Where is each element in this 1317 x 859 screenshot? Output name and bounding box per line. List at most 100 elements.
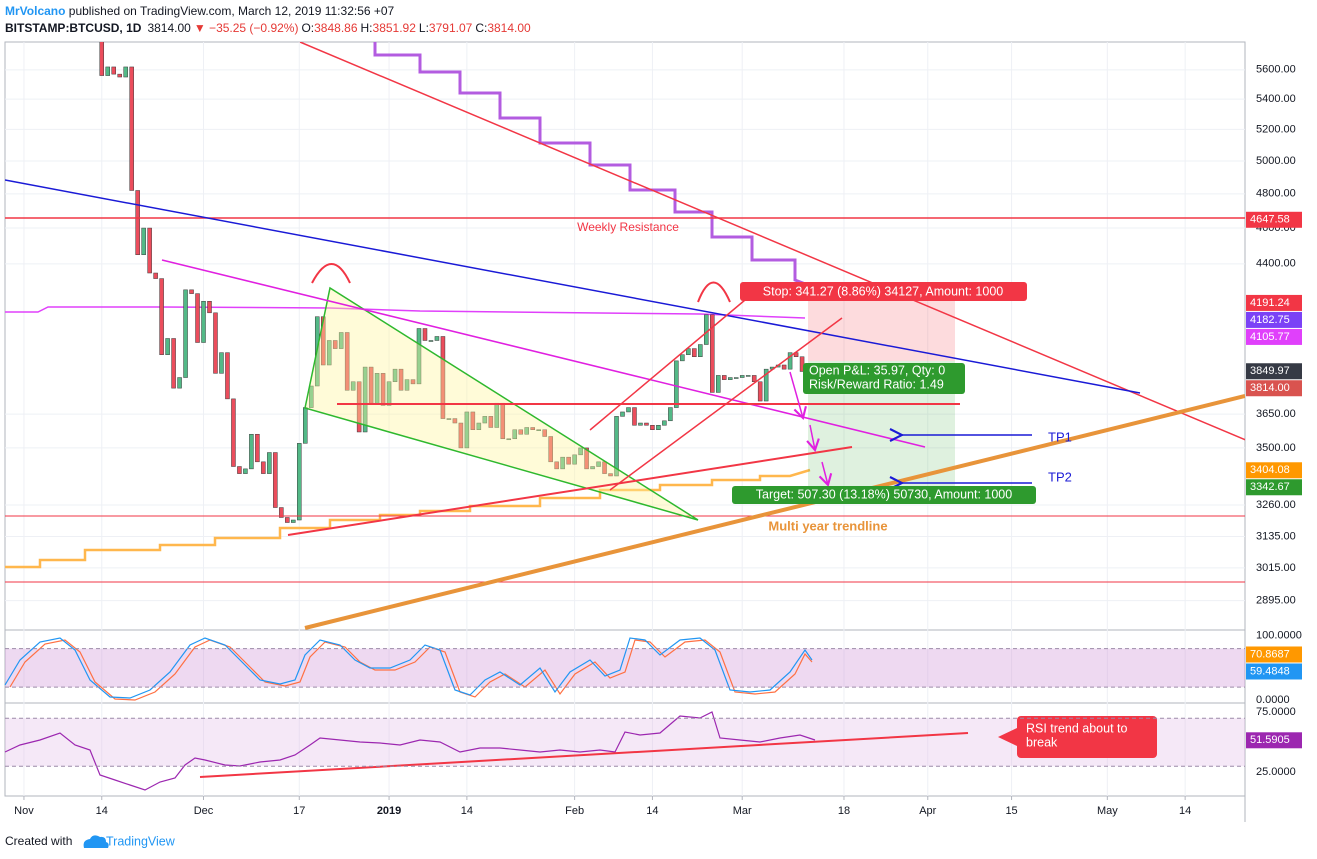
candle bbox=[518, 429, 523, 435]
candle bbox=[362, 366, 368, 433]
x-tick-label: 14 bbox=[646, 805, 658, 817]
candle bbox=[285, 517, 290, 523]
ohlc-value: 3814.00 bbox=[487, 21, 531, 35]
top-arc bbox=[311, 263, 351, 284]
x-tick-label: 2019 bbox=[377, 805, 401, 817]
candle bbox=[704, 314, 709, 345]
price-tag bbox=[1246, 479, 1302, 496]
path-arrow bbox=[789, 371, 807, 421]
candle bbox=[135, 190, 140, 255]
author: MrVolcano bbox=[5, 4, 65, 18]
candle bbox=[608, 473, 613, 477]
y-tick-label: 5200.00 bbox=[1256, 123, 1296, 135]
drawings bbox=[5, 42, 1245, 630]
candle bbox=[560, 456, 565, 470]
candle bbox=[650, 425, 655, 430]
candle bbox=[326, 340, 332, 366]
last-price: 3814.00 bbox=[147, 21, 191, 35]
price-tag-label: 3814.00 bbox=[1250, 382, 1290, 394]
channel-line bbox=[609, 317, 843, 491]
candle bbox=[386, 381, 392, 406]
ohlc-value: 3848.86 bbox=[314, 21, 358, 35]
candle bbox=[117, 73, 122, 78]
candle bbox=[745, 375, 751, 377]
candle bbox=[338, 332, 344, 349]
candle bbox=[344, 332, 350, 391]
rr-label: Risk/Reward Ratio: 1.49 bbox=[809, 377, 944, 391]
x-tick-label: Nov bbox=[14, 805, 34, 817]
candle bbox=[626, 407, 631, 413]
candle bbox=[147, 227, 152, 274]
support-line bbox=[287, 446, 853, 536]
candle bbox=[751, 375, 757, 383]
symbol-line: BITSTAMP:BTCUSD, 1D 3814.00 ▼ −35.25 (−0.9… bbox=[5, 21, 531, 35]
ohlc-label: C: bbox=[475, 21, 487, 35]
candle bbox=[165, 338, 170, 355]
annotation: Multi year trendline bbox=[768, 518, 887, 533]
price-tag bbox=[1246, 311, 1302, 328]
candle bbox=[356, 381, 362, 433]
callout-text: RSI trend about to bbox=[1026, 721, 1128, 735]
candle bbox=[141, 227, 146, 255]
top-arc bbox=[697, 281, 731, 303]
candle bbox=[320, 316, 326, 366]
candle bbox=[452, 418, 458, 424]
path-arrow bbox=[806, 424, 820, 453]
ohlc-label: O: bbox=[301, 21, 314, 35]
candle bbox=[506, 438, 512, 441]
candle bbox=[781, 364, 787, 370]
candle bbox=[614, 416, 619, 477]
price-tag-label: 51.5905 bbox=[1250, 734, 1290, 746]
candle bbox=[638, 422, 643, 426]
baseline-line bbox=[5, 468, 811, 569]
candle bbox=[512, 429, 518, 440]
price-tag-label: 4182.75 bbox=[1250, 314, 1290, 326]
y-tick-label: 3135.00 bbox=[1256, 530, 1296, 542]
price-tag bbox=[1246, 294, 1302, 311]
annotation: Weekly Resistance bbox=[577, 220, 679, 234]
x-tick-label: 14 bbox=[96, 805, 108, 817]
candle bbox=[620, 411, 625, 417]
candle bbox=[261, 461, 266, 474]
candle bbox=[279, 507, 284, 518]
candle bbox=[105, 66, 110, 76]
y-tick-label: 75.0000 bbox=[1256, 706, 1296, 718]
candle bbox=[578, 447, 583, 456]
callout-box bbox=[1017, 716, 1157, 758]
y-tick-label: 2895.00 bbox=[1256, 594, 1296, 606]
published: published on TradingView.com, March 12, … bbox=[65, 4, 394, 18]
rsi-trendline bbox=[199, 732, 969, 778]
candle bbox=[632, 407, 637, 426]
candle bbox=[177, 377, 182, 389]
stop-label: Stop: 341.27 (8.86%) 34127, Amount: 1000 bbox=[763, 284, 1004, 298]
candle bbox=[225, 352, 230, 400]
candles bbox=[99, 42, 811, 523]
candle bbox=[727, 377, 733, 380]
price-tag-label: 59.4848 bbox=[1250, 665, 1290, 677]
candle bbox=[99, 42, 105, 76]
candle bbox=[668, 407, 673, 422]
price-tag bbox=[1246, 328, 1302, 345]
candle bbox=[476, 422, 482, 430]
candle bbox=[237, 466, 242, 474]
candle bbox=[267, 452, 272, 474]
pl-box bbox=[803, 363, 965, 394]
candle bbox=[392, 368, 398, 383]
candle bbox=[219, 352, 224, 374]
price-tag-label: 3404.08 bbox=[1250, 464, 1290, 476]
candle bbox=[458, 422, 464, 449]
trend-line bbox=[5, 179, 1141, 394]
candle bbox=[380, 373, 386, 406]
candle bbox=[662, 420, 667, 426]
candle bbox=[524, 427, 529, 435]
candle bbox=[243, 468, 248, 474]
price-tag-label: 4105.77 bbox=[1250, 331, 1290, 343]
candle bbox=[464, 411, 470, 449]
change: ▼ −35.25 (−0.92%) bbox=[194, 21, 299, 35]
candle bbox=[207, 300, 212, 314]
x-tick-label: May bbox=[1097, 805, 1118, 817]
candle bbox=[159, 278, 164, 355]
price-tag-label: 4647.58 bbox=[1250, 214, 1290, 226]
candle bbox=[482, 416, 488, 424]
